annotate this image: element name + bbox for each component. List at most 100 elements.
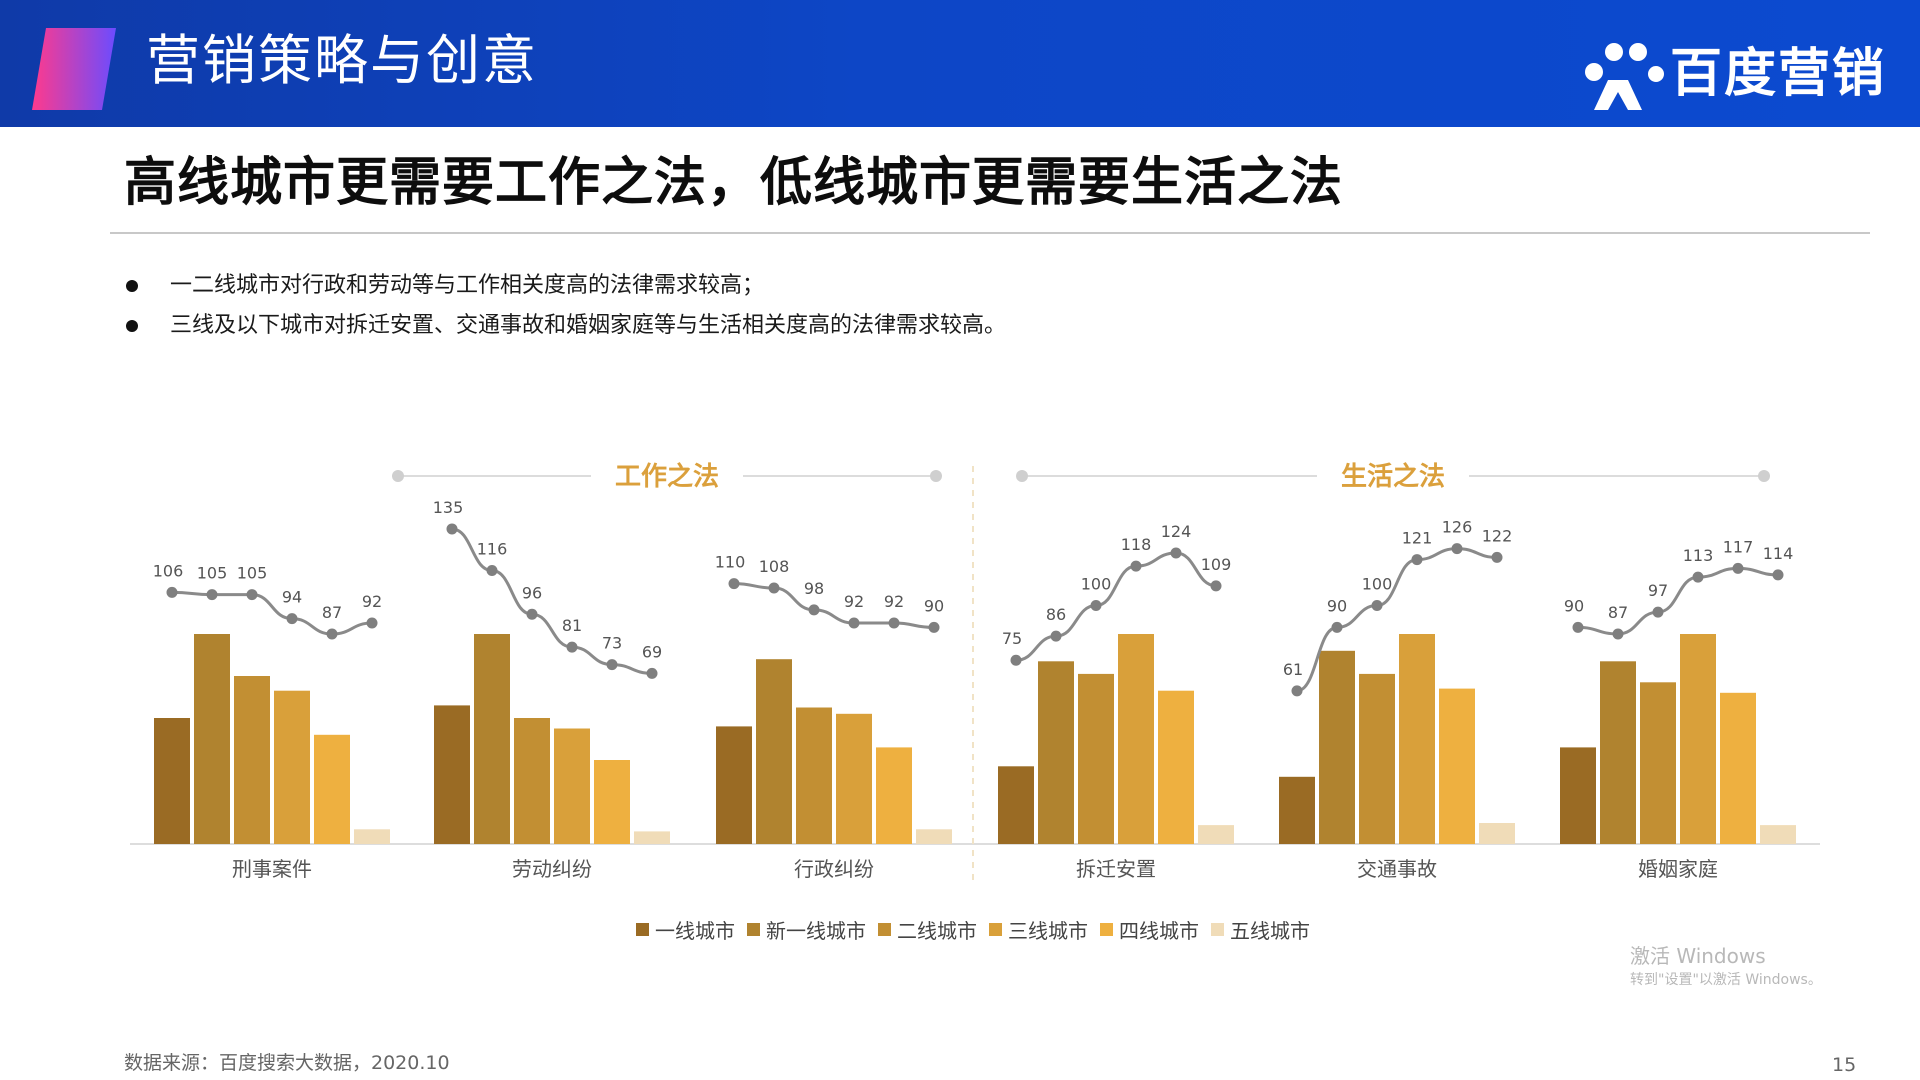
chart-legend: 一线城市 新一线城市 二线城市 三线城市 四线城市 五线城市 [636,914,1322,944]
data-label: 100 [1362,575,1393,594]
legend-swatch [747,922,760,936]
data-label: 97 [1648,581,1668,600]
bullet-text: 一二线城市对行政和劳动等与工作相关度高的法律需求较高； [170,273,765,298]
data-label: 117 [1723,537,1754,556]
bar [916,829,952,844]
line-point [1050,630,1062,642]
bar [756,659,792,844]
data-label: 90 [924,596,944,615]
data-label: 96 [522,583,542,602]
line-point [808,604,820,616]
legend-label: 一线城市 [655,918,735,943]
bullet-text: 三线及以下城市对拆迁安置、交通事故和婚姻家庭等与生活相关度高的法律需求较高。 [170,313,1007,338]
line-point [1371,600,1383,612]
category-tick-label: 劳动纠纷 [512,857,592,881]
data-label: 122 [1482,526,1513,545]
line-point [446,523,458,535]
data-label: 113 [1683,546,1714,565]
legend-swatch [878,922,891,936]
data-label: 114 [1763,544,1794,563]
legend-item: 新一线城市 [747,915,866,944]
data-label: 106 [153,561,184,580]
data-label: 92 [884,592,904,611]
data-label: 61 [1283,660,1303,679]
bar [1359,673,1395,844]
line-point [326,628,338,640]
data-label: 87 [322,603,342,622]
watermark-line1: 激活 Windows [1630,944,1766,968]
bar [354,829,390,844]
data-label: 90 [1564,596,1584,615]
line-point [848,617,860,629]
section-title: 营销策略与创意 [146,29,538,92]
legend-item: 五线城市 [1211,915,1310,944]
bar [1720,692,1756,844]
data-label: 126 [1442,518,1473,537]
index-line [1577,566,1779,636]
bar [1038,661,1074,844]
bar [314,734,350,844]
bar [474,634,510,844]
bar [1680,634,1716,844]
line-point [1090,600,1102,612]
line-point [768,582,780,594]
bar [1560,747,1596,844]
legend-label: 四线城市 [1119,918,1199,943]
data-label: 105 [237,564,268,583]
bar [154,718,190,844]
data-label: 92 [844,592,864,611]
line-point [1210,580,1222,592]
line-point [1692,571,1704,583]
group-header-dot [1016,470,1028,482]
line-point [888,617,900,629]
bar [634,831,670,844]
bar [1439,688,1475,844]
data-label: 69 [642,642,662,661]
line-point [1732,562,1744,574]
data-label: 86 [1046,605,1066,624]
bar [716,726,752,844]
legend-swatch [1100,922,1113,936]
data-label: 110 [715,553,746,572]
legend-item: 一线城市 [636,915,735,944]
legend-item: 三线城市 [989,915,1088,944]
category-tick-label: 拆迁安置 [1076,857,1156,881]
line-point [166,586,178,598]
line-point [246,589,258,601]
data-label: 87 [1608,603,1628,622]
line-point [1652,606,1664,618]
category-tick-label: 刑事案件 [232,857,312,881]
logo-text: 百度营销 [1670,44,1887,104]
line-point [286,613,298,625]
line-point [1170,547,1182,559]
legend-label: 新一线城市 [766,918,866,943]
line-point [366,617,378,629]
line-point [606,659,618,671]
paw-icon [1585,43,1664,110]
legend-label: 二线城市 [897,918,977,943]
bullet-list: 一二线城市对行政和劳动等与工作相关度高的法律需求较高； 三线及以下城市对拆迁安置… [124,268,1006,348]
data-label: 75 [1002,629,1022,648]
line-point [486,565,498,577]
bar [554,728,590,844]
data-label: 98 [804,579,824,598]
line-point [1010,654,1022,666]
legend-label: 三线城市 [1008,918,1088,943]
line-point [1491,551,1503,563]
data-label: 73 [602,634,622,653]
bar [1600,661,1636,844]
bar [876,747,912,844]
data-label: 109 [1201,555,1232,574]
category-tick-label: 交通事故 [1357,857,1437,881]
bar [1640,682,1676,844]
group-header-dot [392,470,404,482]
index-line [1015,551,1217,662]
bullet-dot-icon [126,320,138,332]
data-label: 118 [1121,535,1152,554]
data-label: 124 [1161,522,1192,541]
legend-swatch [989,922,1002,936]
header-bar: 营销策略与创意 百度营销 [0,0,1920,127]
line-point [526,608,538,620]
bar [836,713,872,844]
bar [1399,634,1435,844]
